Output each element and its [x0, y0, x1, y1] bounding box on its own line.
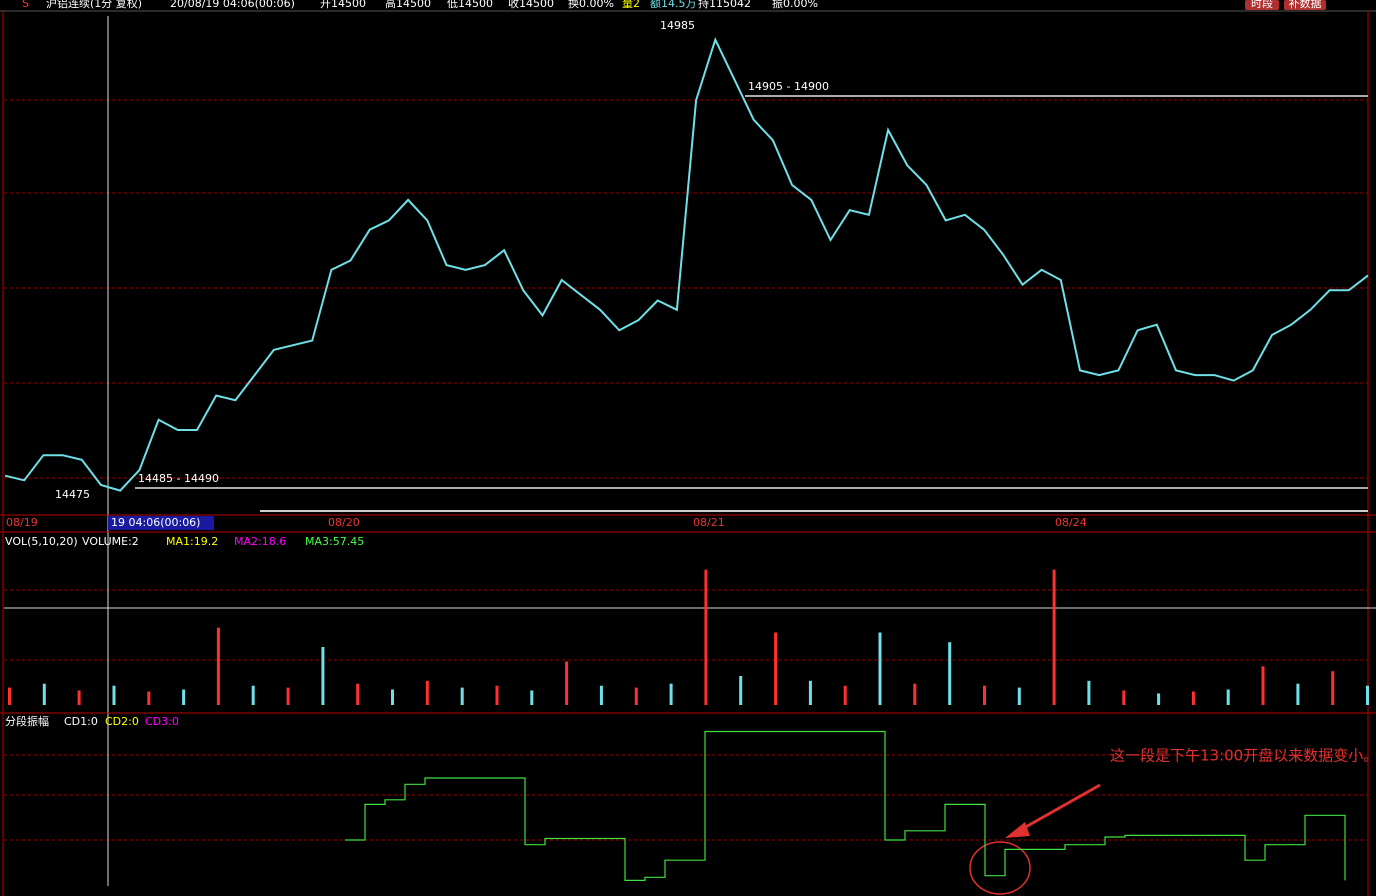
volume-bar: [739, 676, 743, 705]
volume-bar: [1261, 666, 1265, 705]
volume-bar: [1017, 687, 1021, 705]
volume-bar: [983, 685, 986, 705]
volume-bar: [182, 689, 186, 705]
header-item: 高14500: [385, 0, 431, 10]
volume-bar: [1087, 680, 1091, 705]
volume-bar: [1366, 685, 1369, 705]
volume-item: MA2:18.6: [234, 535, 286, 548]
volume-bar: [1122, 690, 1126, 705]
volume-bar: [599, 685, 603, 705]
price-label: 14475: [55, 488, 90, 501]
price-line: [4, 36, 1369, 492]
header-item: 沪铝连续(1分 复权): [46, 0, 142, 10]
annotation-circle: [969, 841, 1031, 895]
header-item: 振0.00%: [772, 0, 818, 10]
volume-bar: [669, 683, 673, 705]
volume-bar: [286, 687, 290, 705]
volume-bar: [321, 647, 325, 705]
indicator-item: CD3:0: [145, 715, 179, 728]
volume-bar: [843, 685, 847, 705]
cursor-date-box: [108, 516, 214, 530]
date-label: 08/21: [693, 516, 725, 529]
date-label: 19 04:06(00:06): [111, 516, 200, 529]
volume-bar: [948, 642, 952, 705]
annotation-arrow: [1014, 783, 1101, 835]
volume-bar: [77, 690, 81, 705]
price-label: 14485 - 14490: [138, 472, 219, 485]
volume-bar: [112, 685, 116, 705]
volume-bar: [391, 689, 394, 705]
volume-bar: [1191, 691, 1195, 705]
date-label: 08/24: [1055, 516, 1087, 529]
annotation: 这一段是下午13:00开盘以来数据变小。: [1110, 747, 1376, 765]
volume-item: VOLUME:2: [82, 535, 139, 548]
button-label[interactable]: 时段: [1251, 0, 1273, 10]
header-item: 开14500: [320, 0, 366, 10]
volume-bar: [1052, 569, 1056, 705]
volume-bar: [634, 687, 638, 705]
volume-bar: [704, 569, 708, 705]
header-item: 持115042: [698, 0, 751, 10]
volume-bar: [1296, 683, 1300, 705]
symbol-flag: S: [22, 0, 29, 10]
price-label: 14985: [660, 19, 695, 32]
volume-bar: [42, 683, 46, 705]
volume-bar: [147, 691, 151, 705]
annotation-arrowhead: [1005, 822, 1030, 838]
volume-item: MA3:57.45: [305, 535, 364, 548]
header-bar: [0, 0, 1376, 11]
indicator-item: CD1:0: [64, 715, 98, 728]
price-label: 14905 - 14900: [748, 80, 829, 93]
button-bg[interactable]: [1245, 0, 1279, 10]
indicator-title: 分段振幅: [5, 714, 49, 728]
volume-item: MA1:19.2: [166, 535, 218, 548]
button-bg[interactable]: [1284, 0, 1326, 10]
header-item: 低14500: [447, 0, 493, 10]
volume-bar: [530, 690, 534, 705]
volume-bar: [495, 685, 499, 705]
volume-bar: [1226, 689, 1230, 705]
volume-bar: [913, 683, 917, 705]
date-label: 08/19: [6, 516, 38, 529]
volume-bar: [8, 687, 11, 705]
date-label: 08/20: [328, 516, 360, 529]
header-item: 20/08/19 04:06(00:06): [170, 0, 295, 10]
indicator-line: [345, 730, 1346, 881]
volume-bar: [251, 685, 255, 705]
volume-bar: [878, 632, 882, 705]
header-item: 收14500: [508, 0, 554, 10]
volume-title: VOL(5,10,20): [5, 535, 78, 548]
header-item: 额14.5万: [650, 0, 697, 10]
button-label[interactable]: 补数据: [1289, 0, 1322, 10]
volume-bar: [1157, 693, 1161, 705]
volume-bar: [565, 661, 569, 705]
volume-bar: [774, 632, 778, 705]
header-item: 换0.00%: [568, 0, 614, 10]
volume-bar: [1331, 671, 1335, 705]
volume-bar: [216, 627, 220, 705]
volume-bar: [808, 680, 812, 705]
volume-bar: [356, 683, 360, 705]
price-grid: [4, 99, 1368, 841]
indicator-item: CD2:0: [105, 715, 139, 728]
volume-bar: [460, 687, 464, 705]
volume-bar: [425, 680, 429, 705]
header-item: 量2: [622, 0, 640, 10]
